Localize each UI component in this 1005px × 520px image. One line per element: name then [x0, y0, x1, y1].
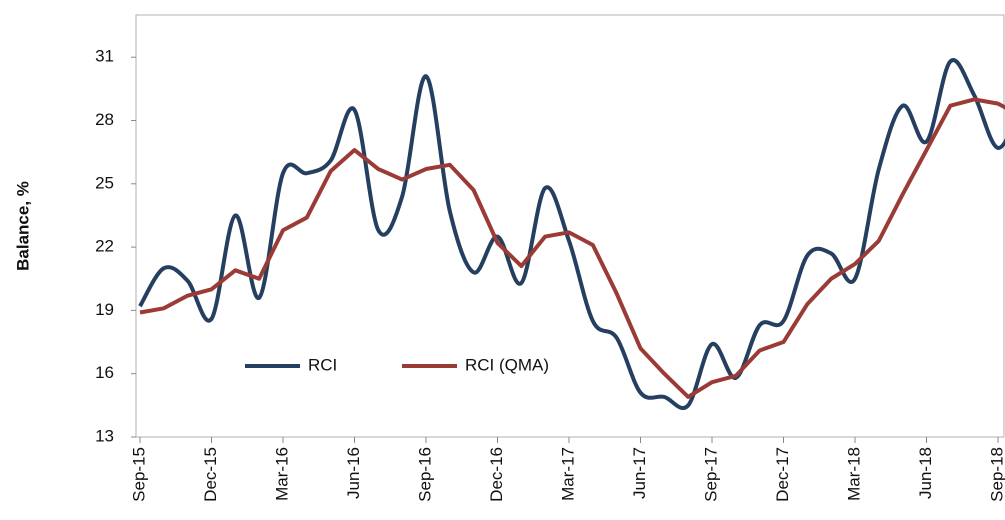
y-tick-label: 28 — [95, 110, 114, 129]
legend-label: RCI — [308, 355, 337, 374]
x-tick-label: Mar-17 — [558, 447, 577, 501]
series-line — [139, 97, 1005, 399]
x-tick-label: Sep-16 — [415, 447, 434, 502]
x-tick-label: Dec-16 — [487, 447, 506, 502]
y-tick-label: 16 — [95, 363, 114, 382]
x-tick-label: Sep-17 — [701, 447, 720, 502]
y-tick-label: 13 — [95, 426, 114, 445]
y-axis-label: Balance, % — [13, 181, 32, 271]
x-tick-label: Mar-16 — [272, 447, 291, 501]
series-line — [138, 58, 1005, 411]
legend-label: RCI (QMA) — [465, 355, 549, 374]
x-tick-label: Jun-18 — [916, 447, 935, 499]
x-tick-label: Mar-18 — [844, 447, 863, 501]
y-tick-label: 19 — [95, 300, 114, 319]
x-tick-label: Sep-15 — [129, 447, 148, 502]
x-tick-label: Jun-17 — [630, 447, 649, 499]
y-tick-label: 22 — [95, 237, 114, 256]
plot-frame — [135, 14, 1005, 438]
x-tick-label: Jun-16 — [344, 447, 363, 499]
x-tick-label: Dec-15 — [201, 447, 220, 502]
y-tick-label: 25 — [95, 173, 114, 192]
x-tick-label: Sep-18 — [987, 447, 1005, 502]
x-tick-label: Dec-17 — [773, 447, 792, 502]
y-tick-label: 31 — [95, 47, 114, 66]
